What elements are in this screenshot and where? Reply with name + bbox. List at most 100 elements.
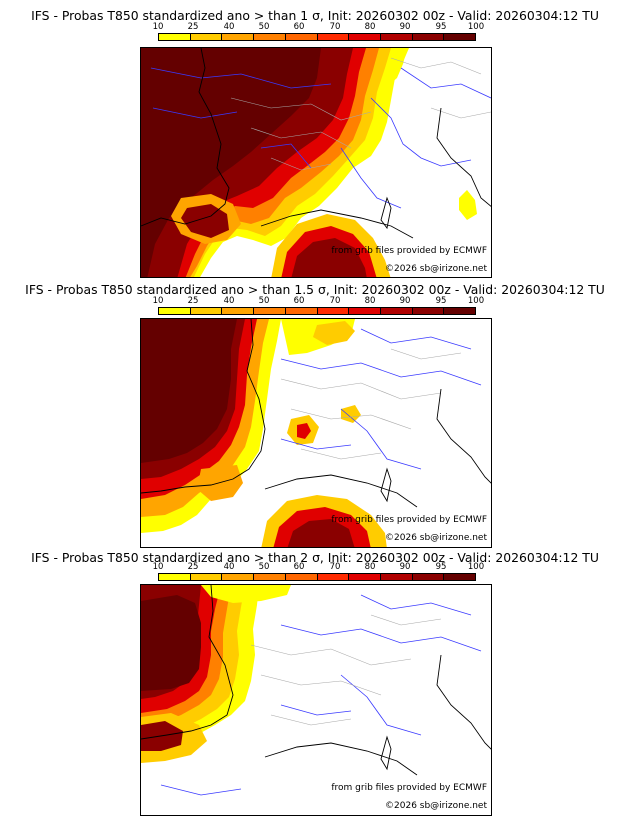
panel-2: IFS - Probas T850 standardized ano > tha… xyxy=(0,280,630,550)
colorbar-label: 60 xyxy=(293,22,305,32)
panel-title: IFS - Probas T850 standardized ano > tha… xyxy=(31,8,599,23)
colorbar-label: 40 xyxy=(223,562,235,572)
colorbar-swatch xyxy=(285,308,318,314)
panel-1: IFS - Probas T850 standardized ano > tha… xyxy=(0,0,630,280)
colorbar-label: 80 xyxy=(364,296,376,306)
colorbar-label: 80 xyxy=(364,562,376,572)
colorbar-label: 100 xyxy=(467,562,485,572)
colorbar-swatch xyxy=(222,574,255,580)
colorbar-swatch xyxy=(317,308,350,314)
colorbar-swatch xyxy=(222,34,255,40)
colorbar-label: 70 xyxy=(329,562,341,572)
colorbar-label: 50 xyxy=(258,22,270,32)
colorbar-label: 90 xyxy=(399,296,411,306)
colorbar-label: 10 xyxy=(152,562,164,572)
colorbar-swatches xyxy=(158,573,476,581)
colorbar-swatches xyxy=(158,33,476,41)
colorbar-swatch xyxy=(159,308,191,314)
prob-blob-iberia-core xyxy=(181,204,229,238)
colorbar-swatch xyxy=(317,34,350,40)
colorbar-label: 40 xyxy=(223,22,235,32)
colorbar-label: 25 xyxy=(187,22,199,32)
colorbar-swatch xyxy=(190,34,223,40)
panel-title: IFS - Probas T850 standardized ano > tha… xyxy=(25,282,605,297)
colorbar-swatch xyxy=(159,574,191,580)
colorbar-label: 60 xyxy=(293,562,305,572)
colorbar-label: 50 xyxy=(258,562,270,572)
colorbar-label: 60 xyxy=(293,296,305,306)
rivers xyxy=(280,328,482,470)
prob-blob-north xyxy=(201,585,291,603)
colorbar-label: 80 xyxy=(364,22,376,32)
credit-copyright: ©2026 sb@irizone.net xyxy=(385,533,487,543)
colorbar-label: 40 xyxy=(223,296,235,306)
credit-copyright: ©2026 sb@irizone.net xyxy=(385,264,487,274)
colorbar-label: 50 xyxy=(258,296,270,306)
panel-3: IFS - Probas T850 standardized ano > tha… xyxy=(0,550,630,828)
prob-blob-med-core xyxy=(287,519,355,547)
colorbar-labels: 10 25 40 50 60 70 80 90 95 100 xyxy=(153,296,485,306)
rivers xyxy=(160,594,482,796)
credit-source: from grib files provided by ECMWF xyxy=(331,783,487,793)
internal-borders xyxy=(280,348,462,460)
map-svg xyxy=(141,585,491,815)
prob-contour-95 xyxy=(141,48,321,277)
colorbar-swatch xyxy=(444,308,476,314)
colorbar-swatch xyxy=(444,34,476,40)
colorbar-label: 25 xyxy=(187,562,199,572)
colorbar-swatch xyxy=(159,34,191,40)
colorbar-swatch xyxy=(412,34,445,40)
colorbar-swatches xyxy=(158,307,476,315)
colorbar-swatch xyxy=(254,574,286,580)
colorbar-label: 95 xyxy=(435,22,447,32)
colorbar: 10 25 40 50 60 70 80 90 95 100 xyxy=(153,296,485,315)
colorbar-swatch xyxy=(285,574,318,580)
colorbar: 10 25 40 50 60 70 80 90 95 100 xyxy=(153,562,485,581)
prob-blob-east xyxy=(459,190,477,220)
colorbar-swatch xyxy=(190,308,223,314)
credit-copyright: ©2026 sb@irizone.net xyxy=(385,801,487,811)
colorbar-label: 10 xyxy=(152,22,164,32)
prob-blob-med-core xyxy=(291,238,367,277)
internal-borders xyxy=(250,614,442,726)
colorbar-swatch xyxy=(349,574,381,580)
prob-contour-95 xyxy=(141,319,237,463)
map-svg xyxy=(141,319,491,547)
colorbar-labels: 10 25 40 50 60 70 80 90 95 100 xyxy=(153,22,485,32)
colorbar-swatch xyxy=(285,34,318,40)
probability-map: from grib files provided by ECMWF ©2026 … xyxy=(140,47,492,278)
colorbar-swatch xyxy=(222,308,255,314)
colorbar-label: 10 xyxy=(152,296,164,306)
credit-source: from grib files provided by ECMWF xyxy=(331,246,487,256)
map-svg xyxy=(141,48,491,277)
colorbar-label: 90 xyxy=(399,22,411,32)
colorbar-swatch xyxy=(412,308,445,314)
colorbar-labels: 10 25 40 50 60 70 80 90 95 100 xyxy=(153,562,485,572)
colorbar-label: 90 xyxy=(399,562,411,572)
panel-title: IFS - Probas T850 standardized ano > tha… xyxy=(31,550,599,565)
coastlines xyxy=(141,48,491,239)
colorbar-swatch xyxy=(380,34,413,40)
colorbar-label: 95 xyxy=(435,296,447,306)
prob-blob-north xyxy=(313,321,355,345)
colorbar-label: 100 xyxy=(467,22,485,32)
colorbar-swatch xyxy=(380,308,413,314)
colorbar-label: 100 xyxy=(467,296,485,306)
colorbar-label: 70 xyxy=(329,296,341,306)
colorbar-swatch xyxy=(317,574,350,580)
colorbar-label: 95 xyxy=(435,562,447,572)
credit-source: from grib files provided by ECMWF xyxy=(331,515,487,525)
colorbar-swatch xyxy=(380,574,413,580)
colorbar-label: 25 xyxy=(187,296,199,306)
colorbar-swatch xyxy=(190,574,223,580)
prob-contour-95 xyxy=(141,595,201,691)
prob-blob-center-core xyxy=(297,423,311,439)
colorbar-swatch xyxy=(349,34,381,40)
colorbar-swatch xyxy=(349,308,381,314)
probability-map: from grib files provided by ECMWF ©2026 … xyxy=(140,318,492,548)
colorbar-swatch xyxy=(254,34,286,40)
colorbar-swatch xyxy=(444,574,476,580)
colorbar: 10 25 40 50 60 70 80 90 95 100 xyxy=(153,22,485,41)
colorbar-swatch xyxy=(412,574,445,580)
coastlines xyxy=(141,319,491,508)
